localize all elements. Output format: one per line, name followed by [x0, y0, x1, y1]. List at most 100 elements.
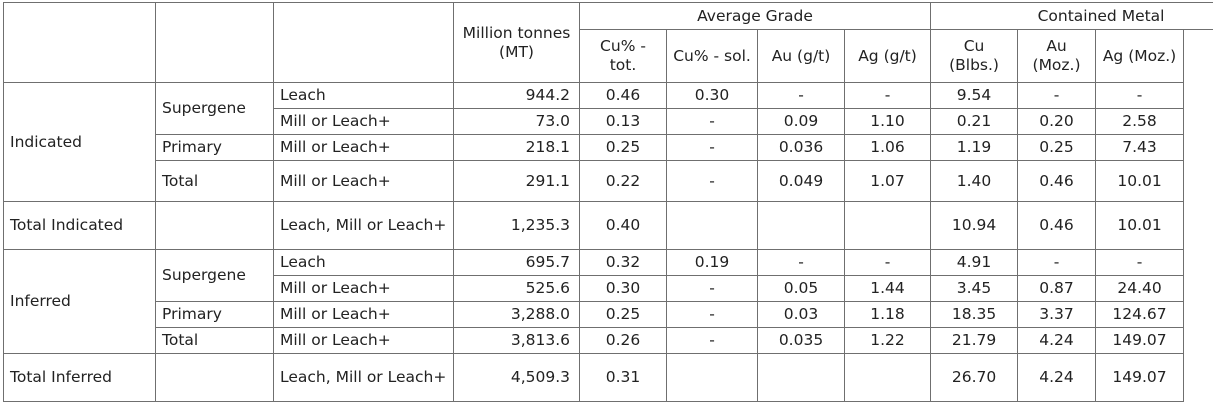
cu-blbs-cell: 0.21: [930, 108, 1019, 135]
cu-sol-cell: -: [666, 301, 758, 328]
zone-total: Total: [155, 160, 274, 202]
au-cell: 0.05: [757, 275, 845, 302]
cu-tot-cell: 0.13: [579, 108, 667, 135]
process-cell: Leach, Mill or Leach+: [273, 353, 454, 402]
empty-cell: [155, 201, 274, 250]
cu-sol-cell: -: [666, 327, 758, 354]
cu-tot-cell: 0.40: [579, 201, 667, 250]
header-au-moz: Au (Moz.): [1017, 29, 1097, 83]
table-row: Total Mill or Leach+ 3,813.6 0.26 - 0.03…: [4, 327, 1213, 354]
au-cell: 0.09: [757, 108, 845, 135]
ag-moz-cell: 124.67: [1095, 301, 1185, 328]
cu-tot-cell: 0.26: [579, 327, 667, 354]
cu-blbs-cell: 9.54: [930, 82, 1019, 109]
zone-primary: Primary: [155, 301, 274, 328]
ag-moz-cell: 149.07: [1095, 327, 1185, 354]
au-cell: [757, 201, 845, 250]
au-moz-cell: 0.25: [1017, 134, 1097, 161]
process-cell: Mill or Leach+: [273, 327, 454, 354]
cu-sol-cell: -: [666, 108, 758, 135]
ag-moz-cell: 7.43: [1095, 134, 1185, 161]
cu-tot-cell: 0.32: [579, 249, 667, 276]
ag-moz-cell: 2.58: [1095, 108, 1185, 135]
process-cell: Mill or Leach+: [273, 160, 454, 202]
au-cell: -: [757, 249, 845, 276]
cu-tot-cell: 0.31: [579, 353, 667, 402]
header-blank-1: [3, 2, 156, 83]
table-row: Total Inferred Leach, Mill or Leach+ 4,5…: [3, 353, 1213, 402]
mt-cell: 3,813.6: [453, 327, 580, 354]
table-row: Primary Mill or Leach+ 218.1 0.25 - 0.03…: [4, 134, 1213, 161]
process-cell: Leach: [273, 82, 454, 109]
ag-moz-cell: 24.40: [1095, 275, 1185, 302]
ag-cell: 1.18: [843, 301, 932, 328]
cu-sol-cell: -: [666, 134, 758, 161]
cu-blbs-cell: 4.91: [930, 249, 1019, 276]
cu-blbs-cell: 18.35: [930, 301, 1019, 328]
ag-cell: -: [843, 82, 932, 109]
au-cell: 0.036: [757, 134, 845, 161]
header-row-2: Cu% - tot. Cu% - sol. Au (g/t) Ag (g/t) …: [4, 29, 1213, 83]
header-contained-metal: Contained Metal: [930, 2, 1213, 30]
cu-blbs-cell: 21.79: [930, 327, 1019, 354]
mt-cell: 525.6: [453, 275, 580, 302]
zone-total: Total: [155, 327, 274, 354]
mt-cell: 291.1: [453, 160, 580, 202]
header-cu-sol: Cu% - sol.: [666, 29, 758, 83]
process-cell: Mill or Leach+: [273, 108, 454, 135]
cu-sol-cell: -: [666, 160, 758, 202]
mt-cell: 4,509.3: [453, 353, 580, 402]
ag-cell: [843, 353, 932, 402]
au-moz-cell: 3.37: [1017, 301, 1097, 328]
cu-sol-cell: -: [666, 275, 758, 302]
header-blank-3: [273, 2, 454, 83]
cu-tot-cell: 0.46: [579, 82, 667, 109]
au-moz-cell: -: [1017, 249, 1097, 276]
cu-sol-cell: [666, 201, 758, 250]
cu-tot-cell: 0.30: [579, 275, 667, 302]
group-total-indicated: Total Indicated: [3, 201, 156, 250]
ag-cell: 1.22: [843, 327, 932, 354]
table-row: Total Mill or Leach+ 291.1 0.22 - 0.049 …: [4, 160, 1213, 202]
header-ag-moz: Ag (Moz.): [1095, 29, 1185, 83]
cu-blbs-cell: 3.45: [930, 275, 1019, 302]
header-cu-blbs: Cu (Blbs.): [930, 29, 1019, 83]
ag-cell: 1.10: [843, 108, 932, 135]
au-cell: 0.03: [757, 301, 845, 328]
cu-blbs-cell: 1.19: [930, 134, 1019, 161]
cu-sol-cell: [666, 353, 758, 402]
header-million-tonnes: Million tonnes (MT): [453, 2, 580, 83]
empty-cell: [155, 353, 274, 402]
resource-table: Million tonnes (MT) Average Grade Contai…: [3, 2, 1213, 402]
mt-cell: 218.1: [453, 134, 580, 161]
cu-sol-cell: 0.19: [666, 249, 758, 276]
mt-cell: 1,235.3: [453, 201, 580, 250]
mt-cell: 73.0: [453, 108, 580, 135]
zone-supergene: Supergene: [155, 249, 274, 302]
table-row: Indicated Supergene Leach 944.2 0.46 0.3…: [3, 82, 1213, 202]
header-cu-tot: Cu% - tot.: [579, 29, 667, 83]
au-cell: 0.049: [757, 160, 845, 202]
ag-moz-cell: 10.01: [1095, 201, 1185, 250]
ag-moz-cell: -: [1095, 249, 1185, 276]
header-average-grade: Average Grade: [578, 2, 932, 30]
au-moz-cell: 4.24: [1017, 327, 1097, 354]
au-cell: 0.035: [757, 327, 845, 354]
mt-cell: 944.2: [453, 82, 580, 109]
process-cell: Leach, Mill or Leach+: [273, 201, 454, 250]
table-row: Inferred Supergene Leach 695.7 0.32 0.19…: [3, 249, 1213, 354]
ag-cell: 1.06: [843, 134, 932, 161]
process-cell: Mill or Leach+: [273, 301, 454, 328]
au-moz-cell: -: [1017, 82, 1097, 109]
au-moz-cell: 0.46: [1017, 160, 1097, 202]
ag-moz-cell: -: [1095, 82, 1185, 109]
table-row: Primary Mill or Leach+ 3,288.0 0.25 - 0.…: [4, 301, 1213, 328]
au-cell: [757, 353, 845, 402]
ag-cell: [843, 201, 932, 250]
ag-moz-cell: 10.01: [1095, 160, 1185, 202]
group-inferred: Inferred: [3, 249, 156, 354]
cu-sol-cell: 0.30: [666, 82, 758, 109]
au-cell: -: [757, 82, 845, 109]
header-blank-2: [155, 2, 274, 83]
cu-blbs-cell: 1.40: [930, 160, 1019, 202]
